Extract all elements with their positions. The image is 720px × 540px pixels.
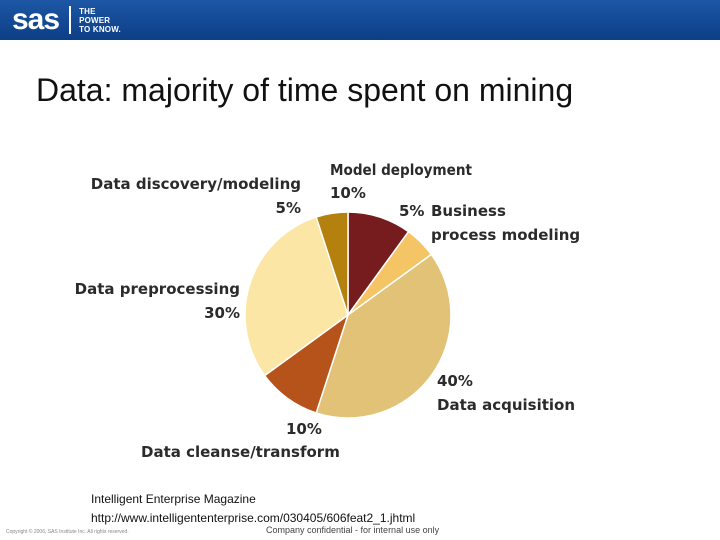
slice-value-business-process: 5% <box>399 202 424 220</box>
slice-value-model-deployment: 10% <box>330 184 366 202</box>
slice-label-data-discovery: Data discovery/modeling <box>91 175 301 193</box>
source-url[interactable]: http://www.intelligententerprise.com/030… <box>91 511 416 525</box>
copyright-notice: Copyright © 2006, SAS Institute Inc. All… <box>6 529 129 535</box>
slice-label-data-cleanse: Data cleanse/transform <box>141 443 340 461</box>
slice-value-data-cleanse: 10% <box>286 420 322 438</box>
slice-label-data-acquisition: Data acquisition <box>437 396 575 414</box>
tagline-line-2: POWER <box>79 15 111 25</box>
logo-divider <box>69 6 72 34</box>
slice-value-data-discovery: 5% <box>276 199 301 217</box>
slice-value-data-acquisition: 40% <box>437 372 473 390</box>
source-citation: Intelligent Enterprise Magazine http://w… <box>91 490 415 528</box>
header-banner: sas THE POWER TO KNOW. <box>0 0 720 40</box>
pie-labels: Model deployment 10% 5% Business process… <box>75 161 580 461</box>
slice-label-data-preprocessing: Data preprocessing <box>75 280 240 298</box>
slice-value-data-preprocessing: 30% <box>204 304 240 322</box>
pie-slice-data-discovery-modeling <box>315 211 349 316</box>
source-publication: Intelligent Enterprise Magazine <box>91 492 256 506</box>
pie-chart: Model deployment 10% 5% Business process… <box>75 161 580 461</box>
confidential-notice: Company confidential - for internal use … <box>266 525 440 535</box>
sas-logo[interactable]: sas THE POWER TO KNOW. <box>12 4 121 36</box>
tagline-line-3: TO KNOW. <box>79 24 121 34</box>
tagline-line-1: THE <box>79 6 96 16</box>
slice-label-business-process-1: Business <box>431 202 506 220</box>
slice-label-model-deployment: Model deployment <box>330 161 472 179</box>
pie-slice-data-preprocessing <box>244 216 349 377</box>
logo-tagline: THE POWER TO KNOW. <box>79 7 121 34</box>
logo-wordmark: sas <box>12 3 60 36</box>
slide-title: Data: majority of time spent on mining <box>36 72 574 108</box>
pie-slice-data-acquisition <box>315 253 452 419</box>
slice-label-business-process-2: process modeling <box>431 226 580 244</box>
pie-slices <box>244 211 452 419</box>
